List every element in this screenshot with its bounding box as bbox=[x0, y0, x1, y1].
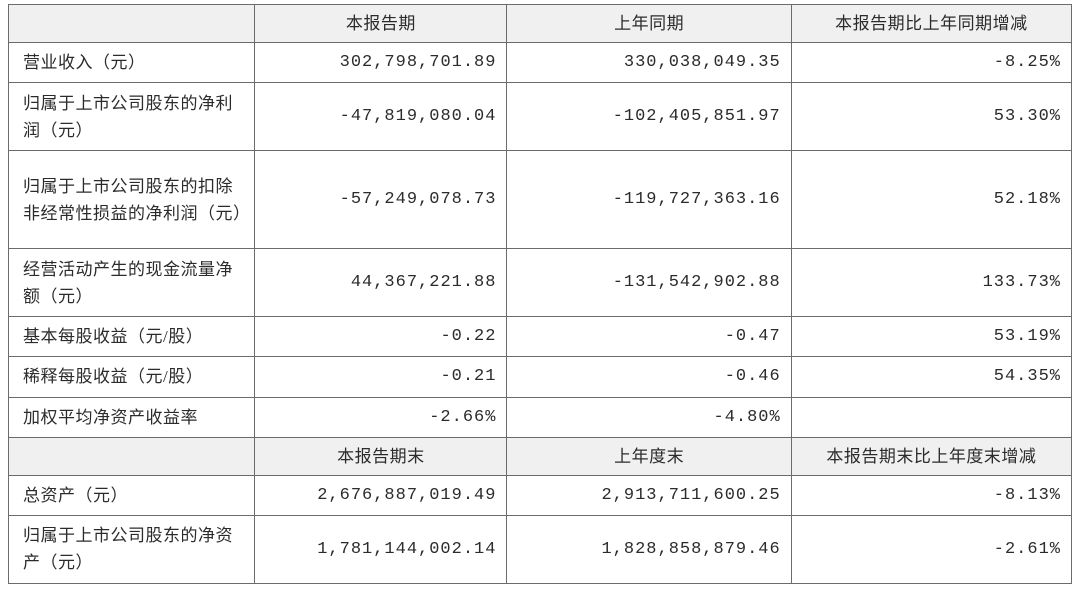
column-header: 本报告期末 bbox=[255, 437, 507, 475]
prior-period-value: -4.80% bbox=[507, 397, 791, 437]
prior-period-value: -119,727,363.16 bbox=[507, 151, 791, 249]
row-label: 营业收入（元） bbox=[9, 43, 255, 83]
current-period-value: -2.66% bbox=[255, 397, 507, 437]
table-row: 归属于上市公司股东的净资产（元）1,781,144,002.141,828,85… bbox=[9, 515, 1072, 583]
prior-period-value: -131,542,902.88 bbox=[507, 249, 791, 317]
table-row: 总资产（元）2,676,887,019.492,913,711,600.25-8… bbox=[9, 475, 1072, 515]
table-header-row: 本报告期末上年度末本报告期末比上年度末增减 bbox=[9, 437, 1072, 475]
prior-period-value: 1,828,858,879.46 bbox=[507, 515, 791, 583]
change-value: 53.19% bbox=[791, 317, 1071, 357]
change-value: 54.35% bbox=[791, 357, 1071, 397]
change-value: -2.61% bbox=[791, 515, 1071, 583]
column-header: 上年同期 bbox=[507, 5, 791, 43]
column-header bbox=[9, 437, 255, 475]
prior-period-value: -102,405,851.97 bbox=[507, 83, 791, 151]
current-period-value: 2,676,887,019.49 bbox=[255, 475, 507, 515]
column-header: 本报告期比上年同期增减 bbox=[791, 5, 1071, 43]
table-row: 经营活动产生的现金流量净额（元）44,367,221.88-131,542,90… bbox=[9, 249, 1072, 317]
row-label: 基本每股收益（元/股） bbox=[9, 317, 255, 357]
table-row: 营业收入（元）302,798,701.89330,038,049.35-8.25… bbox=[9, 43, 1072, 83]
table-row: 加权平均净资产收益率-2.66%-4.80% bbox=[9, 397, 1072, 437]
column-header bbox=[9, 5, 255, 43]
row-label: 加权平均净资产收益率 bbox=[9, 397, 255, 437]
prior-period-value: 2,913,711,600.25 bbox=[507, 475, 791, 515]
change-value: -8.13% bbox=[791, 475, 1071, 515]
change-value bbox=[791, 397, 1071, 437]
change-value: 52.18% bbox=[791, 151, 1071, 249]
row-label: 稀释每股收益（元/股） bbox=[9, 357, 255, 397]
table-row: 稀释每股收益（元/股）-0.21-0.4654.35% bbox=[9, 357, 1072, 397]
table-row: 归属于上市公司股东的扣除非经常性损益的净利润（元）-57,249,078.73-… bbox=[9, 151, 1072, 249]
current-period-value: -0.22 bbox=[255, 317, 507, 357]
column-header: 本报告期 bbox=[255, 5, 507, 43]
prior-period-value: -0.46 bbox=[507, 357, 791, 397]
column-header: 上年度末 bbox=[507, 437, 791, 475]
prior-period-value: -0.47 bbox=[507, 317, 791, 357]
change-value: 53.30% bbox=[791, 83, 1071, 151]
row-label: 归属于上市公司股东的扣除非经常性损益的净利润（元） bbox=[9, 151, 255, 249]
financial-summary-table: 本报告期上年同期本报告期比上年同期增减营业收入（元）302,798,701.89… bbox=[8, 4, 1072, 584]
row-label: 归属于上市公司股东的净利润（元） bbox=[9, 83, 255, 151]
table-header-row: 本报告期上年同期本报告期比上年同期增减 bbox=[9, 5, 1072, 43]
table-row: 基本每股收益（元/股）-0.22-0.4753.19% bbox=[9, 317, 1072, 357]
current-period-value: -0.21 bbox=[255, 357, 507, 397]
current-period-value: -47,819,080.04 bbox=[255, 83, 507, 151]
table-row: 归属于上市公司股东的净利润（元）-47,819,080.04-102,405,8… bbox=[9, 83, 1072, 151]
change-value: -8.25% bbox=[791, 43, 1071, 83]
current-period-value: 44,367,221.88 bbox=[255, 249, 507, 317]
column-header: 本报告期末比上年度末增减 bbox=[791, 437, 1071, 475]
row-label: 经营活动产生的现金流量净额（元） bbox=[9, 249, 255, 317]
prior-period-value: 330,038,049.35 bbox=[507, 43, 791, 83]
current-period-value: 302,798,701.89 bbox=[255, 43, 507, 83]
current-period-value: 1,781,144,002.14 bbox=[255, 515, 507, 583]
current-period-value: -57,249,078.73 bbox=[255, 151, 507, 249]
row-label: 归属于上市公司股东的净资产（元） bbox=[9, 515, 255, 583]
change-value: 133.73% bbox=[791, 249, 1071, 317]
row-label: 总资产（元） bbox=[9, 475, 255, 515]
